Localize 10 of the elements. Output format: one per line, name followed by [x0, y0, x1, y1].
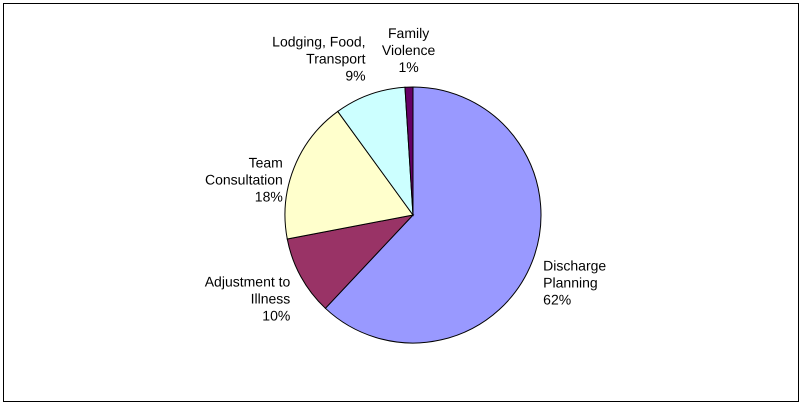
slice-label: Discharge Planning: [543, 258, 606, 291]
data-label: 1%: [398, 59, 419, 76]
data-label: 18%: [254, 188, 283, 204]
data-label: 62%: [543, 292, 572, 308]
data-label: 9%: [345, 67, 366, 84]
slice-label: Adjustment to Illness: [204, 273, 291, 306]
slice-label: Lodging, Food, Transport: [272, 33, 366, 66]
slice-label: Team Consultation: [205, 154, 283, 188]
data-label: 10%: [262, 307, 290, 324]
slice-label: Family Violence: [382, 25, 436, 58]
